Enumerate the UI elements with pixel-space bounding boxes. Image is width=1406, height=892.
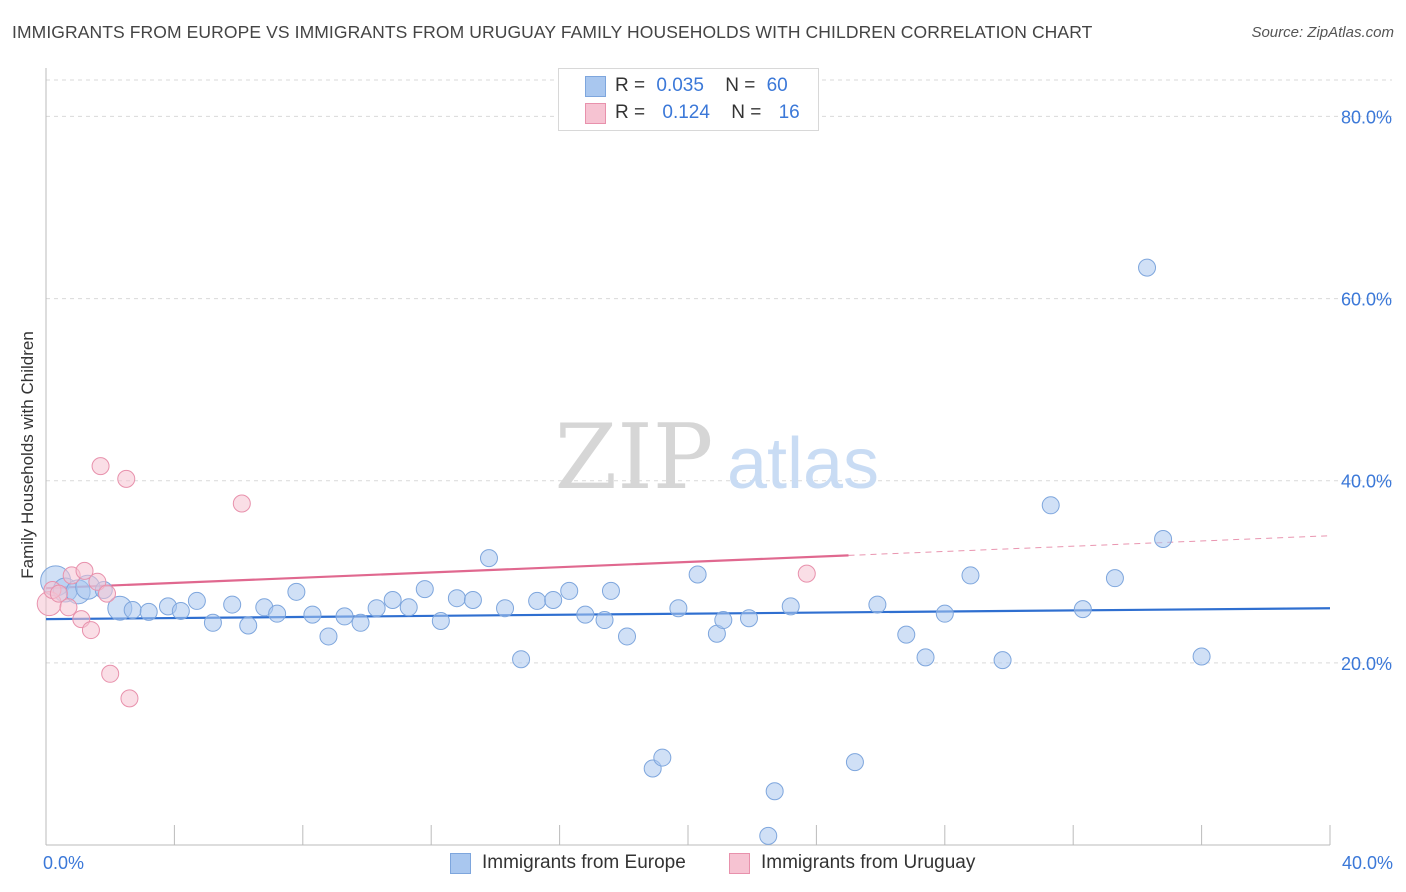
point-uruguay xyxy=(75,561,94,580)
y-tick-label: 80.0% xyxy=(1341,107,1392,127)
point-europe xyxy=(916,648,935,667)
bottom-legend-label-uruguay: Immigrants from Uruguay xyxy=(761,852,976,873)
point-europe xyxy=(688,565,707,584)
legend-swatch-uruguay xyxy=(585,102,606,124)
point-europe xyxy=(759,826,778,845)
point-europe xyxy=(560,581,579,600)
trend-line-uruguay-extension xyxy=(848,535,1331,556)
point-europe xyxy=(1138,258,1157,277)
point-uruguay xyxy=(117,469,136,488)
watermark-zip: ZIP xyxy=(555,405,714,510)
point-europe xyxy=(897,625,916,644)
point-europe xyxy=(268,604,287,623)
point-europe xyxy=(935,604,954,623)
x-tick-label-max: 40.0% xyxy=(1342,853,1393,873)
point-europe xyxy=(595,611,614,630)
point-uruguay xyxy=(101,664,120,683)
point-europe xyxy=(544,591,563,610)
point-europe xyxy=(845,753,864,772)
point-uruguay xyxy=(232,494,251,513)
point-europe xyxy=(479,549,498,568)
chart-title: IMMIGRANTS FROM EUROPE VS IMMIGRANTS FRO… xyxy=(12,22,1093,42)
point-europe xyxy=(335,607,354,626)
point-uruguay xyxy=(81,621,100,640)
point-europe xyxy=(287,582,306,601)
watermark-atlas: atlas xyxy=(727,424,879,504)
legend-swatch-europe xyxy=(585,75,606,97)
point-europe xyxy=(765,782,784,801)
gridlines xyxy=(46,79,1392,664)
legend-r-uruguay: 0.124 xyxy=(662,102,710,123)
point-europe xyxy=(239,616,258,635)
point-uruguay xyxy=(59,598,78,617)
point-europe xyxy=(383,591,402,610)
point-europe xyxy=(576,605,595,624)
legend-r-label: R = xyxy=(615,102,646,123)
point-europe xyxy=(653,748,672,767)
point-europe xyxy=(868,595,887,614)
y-tick-label: 20.0% xyxy=(1341,654,1392,674)
point-europe xyxy=(714,611,733,630)
y-tick-label: 60.0% xyxy=(1341,290,1392,310)
point-europe xyxy=(601,581,620,600)
x-tick-label-min: 0.0% xyxy=(43,853,84,873)
point-europe xyxy=(1192,647,1211,666)
point-uruguay xyxy=(88,572,107,591)
point-europe xyxy=(961,566,980,585)
point-europe xyxy=(187,591,206,610)
point-europe xyxy=(399,598,418,617)
point-europe xyxy=(1041,496,1060,515)
legend-n-label: N = xyxy=(731,102,762,123)
point-europe xyxy=(447,589,466,608)
point-europe xyxy=(669,599,688,618)
legend-n-uruguay: 16 xyxy=(778,102,800,123)
trend-lines xyxy=(45,535,1331,621)
point-europe xyxy=(351,613,370,632)
bottom-legend-swatch-uruguay xyxy=(729,853,750,874)
point-europe xyxy=(618,627,637,646)
point-europe xyxy=(431,611,450,630)
tick-labels: 20.0% 40.0% 60.0% 80.0% 0.0% 40.0% xyxy=(43,107,1393,873)
point-uruguay xyxy=(120,689,139,708)
watermark: ZIP atlas xyxy=(555,405,879,510)
point-europe xyxy=(528,591,547,610)
point-europe xyxy=(171,601,190,620)
legend: R = 0.035 N = 60 R = 0.124 N = 16 xyxy=(558,68,819,131)
point-europe xyxy=(512,650,531,669)
axes xyxy=(45,68,1331,846)
point-uruguay xyxy=(91,457,110,476)
y-tick-label: 40.0% xyxy=(1341,472,1392,492)
point-europe xyxy=(139,602,158,621)
point-europe xyxy=(319,627,338,646)
point-europe xyxy=(1105,569,1124,588)
y-axis-label: Family Households with Children xyxy=(18,331,37,579)
point-uruguay xyxy=(797,564,816,583)
point-europe xyxy=(496,599,515,618)
point-uruguay xyxy=(97,584,116,603)
source-label: Source: ZipAtlas.com xyxy=(1251,24,1394,41)
trend-line-europe xyxy=(45,607,1331,621)
legend-n-label: N = xyxy=(725,75,756,96)
point-europe xyxy=(223,595,242,614)
legend-n-europe: 60 xyxy=(766,75,788,96)
point-europe xyxy=(123,601,142,620)
bottom-legend-label-europe: Immigrants from Europe xyxy=(482,852,686,873)
point-europe xyxy=(993,651,1012,670)
point-europe xyxy=(781,597,800,616)
point-europe xyxy=(463,591,482,610)
point-europe xyxy=(1073,600,1092,619)
legend-r-label: R = xyxy=(615,75,646,96)
point-europe xyxy=(1154,530,1173,548)
point-europe xyxy=(367,599,386,618)
bottom-legend-swatch-europe xyxy=(450,853,471,874)
point-europe xyxy=(739,609,758,628)
point-europe xyxy=(415,580,434,599)
trend-line-uruguay xyxy=(45,554,849,590)
data-points xyxy=(36,258,1211,845)
point-uruguay xyxy=(49,584,68,603)
point-europe xyxy=(203,613,222,632)
legend-r-europe: 0.035 xyxy=(656,75,704,96)
point-europe xyxy=(303,605,322,624)
